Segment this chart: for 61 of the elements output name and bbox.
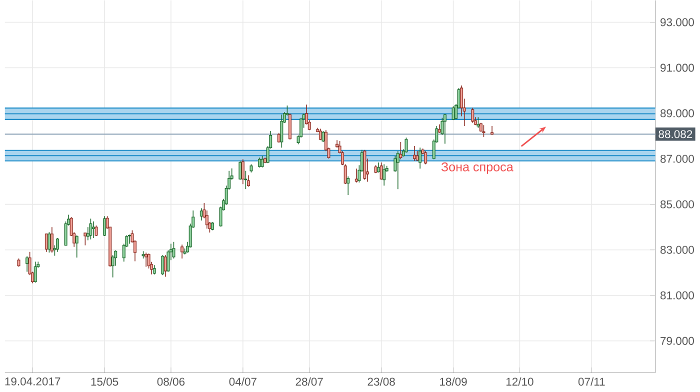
y-tick-label: 91.000	[660, 64, 694, 72]
candlestick	[26, 256, 29, 272]
y-tick-label: 87.000	[660, 155, 694, 163]
x-tick-label: 18/09	[440, 378, 467, 386]
candlestick	[180, 244, 184, 260]
candlestick	[424, 150, 428, 165]
band-label: Зона спроса	[441, 162, 514, 174]
y-tick-label: 89.000	[660, 109, 694, 118]
candlestick	[241, 159, 244, 185]
candlestick	[280, 114, 284, 148]
candlestick	[128, 234, 131, 244]
candlestick	[482, 124, 486, 138]
candlestick	[152, 264, 156, 276]
candlestick	[56, 238, 59, 252]
candlestick	[380, 162, 383, 180]
x-tick-label: 04/07	[229, 378, 256, 386]
y-tick-label: 83.000	[660, 246, 694, 254]
candlestick	[48, 232, 51, 254]
candlestick	[238, 160, 242, 180]
candlestick	[89, 218, 92, 240]
candlestick	[92, 221, 95, 239]
y-tick-label: 81.000	[660, 292, 694, 300]
x-tick-label: 15/05	[91, 378, 118, 386]
x-tick-label: 07/11	[578, 378, 605, 386]
x-tick-label: 23/08	[368, 378, 395, 386]
candlestick	[382, 164, 386, 186]
y-tick-label: 79.000	[660, 337, 694, 346]
candlestick	[476, 116, 480, 128]
candlestick	[144, 252, 148, 268]
candlestick	[322, 130, 325, 143]
candlestick	[413, 146, 416, 162]
candlestick	[161, 254, 164, 276]
candlestick	[443, 114, 446, 144]
candlestick	[260, 156, 264, 168]
candlestick	[377, 162, 380, 174]
candlestick	[490, 126, 494, 136]
candlestick	[344, 164, 347, 185]
candlestick	[111, 254, 114, 278]
candlestick	[84, 232, 87, 246]
candlestick	[75, 235, 78, 258]
candlestick	[404, 137, 408, 154]
candlestick	[172, 242, 176, 260]
ref-line-label: 88.082	[658, 130, 692, 138]
candlestick	[471, 108, 474, 124]
candlestick	[354, 168, 358, 184]
candlestick	[50, 226, 54, 254]
y-tick-label: 85.000	[660, 200, 694, 208]
candlestick	[246, 174, 250, 188]
candlestick	[399, 142, 402, 160]
x-tick-label: 19.04.2017	[5, 378, 60, 386]
candlestick	[258, 157, 262, 168]
x-tick-label: 28/07	[296, 378, 323, 386]
y-tick-label: 93.000	[660, 18, 694, 26]
candlestick	[103, 216, 106, 237]
candlestick	[244, 170, 248, 190]
x-tick-label: 12/10	[506, 378, 534, 386]
candlestick	[396, 150, 400, 190]
candlestick	[34, 261, 37, 284]
x-tick-label: 08/06	[157, 378, 185, 386]
candlestick	[418, 147, 422, 170]
candlestick	[346, 176, 350, 196]
